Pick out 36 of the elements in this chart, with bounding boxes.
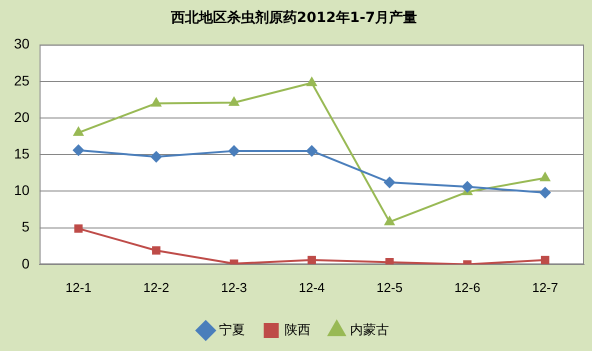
- x-tick-label: 12-1: [65, 280, 92, 295]
- y-tick-label: 10: [14, 182, 30, 198]
- legend-label: 陕西: [284, 322, 310, 338]
- y-tick-label: 25: [14, 72, 30, 88]
- point: [306, 145, 318, 156]
- legend-label: 宁夏: [218, 322, 245, 338]
- point: [151, 98, 162, 107]
- point: [306, 77, 317, 86]
- point: [384, 216, 394, 226]
- point: [150, 151, 162, 162]
- x-tick-label: 12-6: [454, 280, 480, 295]
- point: [74, 224, 83, 233]
- point: [462, 181, 473, 192]
- point: [308, 256, 316, 264]
- y-tick-label: 20: [14, 108, 30, 125]
- point: [229, 97, 239, 106]
- point: [152, 246, 160, 255]
- point: [540, 256, 550, 264]
- y-tick-label: 15: [14, 145, 30, 162]
- point: [72, 144, 84, 156]
- point: [384, 176, 396, 188]
- legend-label: 内蒙古: [350, 322, 389, 338]
- chart-title: 西北地区杀虫剂原药2012年1-7月产量: [170, 9, 418, 26]
- point: [228, 145, 240, 156]
- y-tick-label: 30: [14, 36, 30, 52]
- x-tick-label: 12-5: [376, 280, 403, 295]
- point: [74, 127, 84, 136]
- x-tick-label: 12-3: [220, 280, 248, 295]
- point: [540, 172, 550, 182]
- y-tick-label: 0: [22, 255, 30, 272]
- point: [385, 258, 394, 264]
- x-tick-label: 12-7: [532, 280, 558, 295]
- x-tick-label: 12-4: [298, 280, 325, 295]
- y-tick-label: 5: [22, 218, 30, 235]
- point: [540, 187, 551, 198]
- x-tick-label: 12-2: [143, 280, 170, 295]
